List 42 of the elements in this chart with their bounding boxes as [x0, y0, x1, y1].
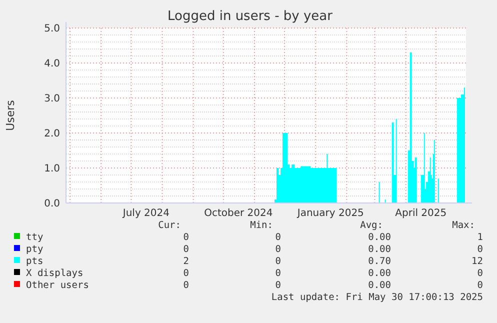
text: 0 — [275, 244, 282, 255]
chart-title: Logged in users - by year — [167, 9, 334, 24]
text: 0 — [275, 268, 282, 279]
legend-label: tty — [26, 232, 44, 243]
y-tick-label: 5.0 — [44, 24, 60, 34]
text: Max: — [452, 220, 475, 231]
x-tick-label: July 2024 — [122, 208, 170, 219]
text: 2 — [183, 256, 189, 267]
y-tick-label: 0.0 — [44, 198, 60, 210]
text: 12 — [472, 256, 483, 267]
text: Last update: Fri May 30 17:00:13 2025 — [271, 292, 483, 303]
y-tick-label: 1.0 — [44, 164, 60, 174]
legend-label: pts — [26, 256, 44, 267]
text: Min: — [250, 220, 273, 231]
text: Cur: — [158, 220, 181, 231]
x-tick-label: January 2025 — [296, 208, 364, 219]
text: 0.00 — [368, 268, 392, 279]
legend-label: Other users — [26, 280, 89, 291]
y-axis-title: Users — [4, 100, 17, 131]
text: 1 — [477, 232, 484, 243]
y-tick-label: 3.0 — [44, 94, 60, 104]
text: 0 — [477, 280, 484, 291]
text: 0 — [275, 280, 282, 291]
text: 0.00 — [368, 232, 392, 243]
text: 0 — [275, 256, 282, 267]
text: Avg: — [360, 220, 383, 231]
y-tick-label: 2.0 — [44, 128, 60, 140]
x-tick-label: April 2025 — [395, 208, 447, 219]
text: 0.00 — [368, 280, 392, 291]
text: 0 — [183, 232, 190, 243]
text: 0 — [477, 244, 484, 255]
text: 0.00 — [368, 244, 392, 255]
text: 0 — [183, 244, 190, 255]
text: 0.70 — [368, 256, 392, 267]
x-tick-label: October 2024 — [204, 208, 273, 219]
legend-label: X displays — [26, 268, 84, 279]
legend-label: pty — [26, 244, 44, 255]
text: 0 — [275, 232, 282, 243]
text: 0 — [183, 280, 190, 291]
y-tick-label: 4.0 — [44, 58, 60, 70]
text: 0 — [477, 268, 484, 279]
text: 0 — [183, 268, 190, 279]
